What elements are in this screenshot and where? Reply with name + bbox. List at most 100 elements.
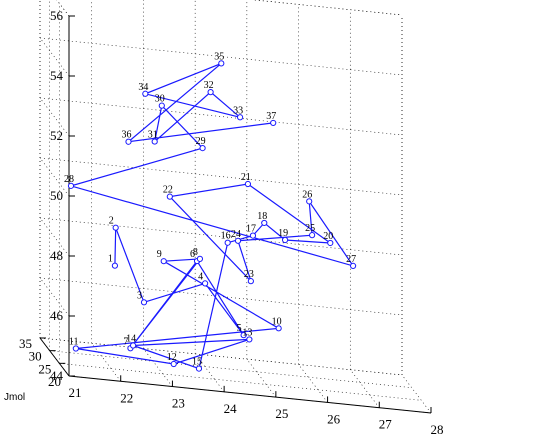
data-point-10: [275, 325, 282, 332]
y-tick-label: 25: [38, 361, 51, 376]
point-label-7: 7: [123, 336, 128, 347]
data-point-12: [170, 360, 177, 368]
point-label-22: 22: [163, 185, 173, 196]
data-point-22: [166, 193, 173, 200]
z-tick-label: 54: [50, 68, 64, 83]
grid-line-z: [39, 217, 403, 256]
grid-line-y: [49, 350, 412, 388]
point-label-4: 4: [198, 271, 203, 282]
data-point-37: [270, 119, 277, 127]
grid-line-x: [401, 374, 432, 414]
data-point-19: [281, 236, 289, 244]
x-axis-line: [68, 375, 432, 414]
x-tick-label: 25: [275, 406, 288, 421]
x-tick-label: 23: [172, 396, 185, 411]
data-point-32: [207, 89, 214, 96]
data-point-34: [142, 90, 149, 97]
data-point-8: [196, 255, 204, 262]
point-label-24: 24: [231, 229, 241, 240]
data-point-18: [261, 219, 268, 227]
point-label-27: 27: [346, 254, 356, 265]
data-point-31: [151, 138, 158, 145]
point-label-2: 2: [109, 216, 114, 227]
data-point-35: [218, 60, 225, 67]
data-point-27: [349, 262, 357, 269]
point-label-26: 26: [302, 189, 312, 200]
axis-layer: [39, 15, 432, 414]
y-tick-label: 35: [19, 336, 32, 351]
data-point-9: [160, 258, 167, 265]
data-point-26: [306, 198, 313, 205]
grid-line-x: [91, 343, 121, 382]
x-tick-label: 27: [379, 417, 393, 432]
grid-line-x: [246, 358, 277, 398]
data-point-21: [244, 180, 252, 188]
z-tick-label: 56: [50, 8, 64, 23]
data-point-36: [125, 138, 132, 145]
jmol-brand-label: Jmol: [4, 392, 25, 403]
data-point-17: [249, 232, 257, 239]
grid-line-z: [252, 0, 403, 16]
point-label-21: 21: [241, 172, 251, 183]
data-point-16: [224, 239, 231, 246]
data-point-5: [240, 332, 247, 339]
x-tick-label: 22: [120, 390, 133, 405]
x-tick-label: 24: [224, 401, 238, 416]
point-label-5: 5: [237, 323, 242, 334]
z-tick-label: 44: [50, 368, 64, 383]
point-label-18: 18: [257, 211, 267, 222]
grid-line-z: [39, 157, 403, 196]
x-tick-label: 21: [69, 385, 82, 400]
point-label-30: 30: [155, 94, 165, 105]
z-tick-label: 50: [50, 188, 63, 203]
data-point-3: [140, 299, 148, 306]
point-label-10: 10: [272, 316, 282, 327]
x-tick-label: 26: [327, 411, 341, 426]
point-label-11: 11: [69, 336, 79, 347]
grid-layer: [39, 0, 432, 414]
data-point-25: [309, 232, 316, 239]
grid-line-z: [39, 97, 403, 136]
point-label-6: 6: [190, 249, 195, 260]
data-point-33: [236, 114, 244, 121]
point-label-19: 19: [278, 228, 288, 239]
point-label-9: 9: [157, 249, 162, 260]
grid-line-x: [350, 369, 380, 408]
point-label-34: 34: [138, 82, 148, 93]
grid-line-y: [39, 337, 403, 376]
grid-line-z: [39, 37, 403, 76]
data-point-15: [195, 365, 203, 372]
point-label-37: 37: [266, 111, 276, 122]
grid-line-z: [39, 337, 403, 376]
box-edge: [252, 0, 403, 16]
y-tick-label: 30: [29, 349, 42, 364]
grid-line-y: [59, 363, 422, 401]
point-label-20: 20: [323, 231, 333, 242]
data-point-11: [72, 345, 79, 352]
y-axis-line: [39, 337, 70, 377]
point-label-15: 15: [192, 357, 202, 368]
point-label-23: 23: [244, 269, 254, 280]
z-tick-label: 52: [50, 128, 63, 143]
data-point-1: [111, 262, 119, 269]
point-label-13: 13: [242, 327, 252, 338]
grid-line-x: [298, 364, 328, 403]
point-label-31: 31: [148, 130, 158, 141]
z-tick-label: 48: [50, 248, 63, 263]
point-label-35: 35: [214, 51, 224, 62]
data-point-14: [129, 342, 137, 349]
y-tick-label: 20: [48, 374, 61, 389]
point-label-25: 25: [305, 223, 315, 234]
point-label-8: 8: [193, 247, 198, 258]
point-label-12: 12: [167, 352, 177, 363]
point-label-32: 32: [204, 80, 214, 91]
point-label-36: 36: [121, 130, 131, 141]
data-point-20: [327, 239, 334, 247]
data-point-30: [158, 102, 165, 109]
point-label-33: 33: [233, 105, 243, 116]
point-label-14: 14: [126, 334, 136, 345]
point-label-1: 1: [108, 254, 113, 265]
data-point-28: [67, 182, 75, 189]
